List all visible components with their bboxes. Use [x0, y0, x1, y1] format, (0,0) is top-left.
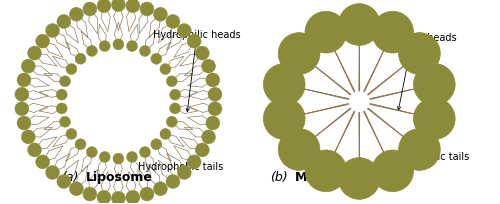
Circle shape: [22, 60, 35, 74]
Circle shape: [57, 175, 71, 188]
Circle shape: [126, 41, 138, 52]
Circle shape: [154, 182, 168, 196]
Circle shape: [70, 182, 84, 196]
Circle shape: [17, 74, 31, 88]
Circle shape: [170, 103, 180, 114]
Circle shape: [160, 64, 171, 75]
Circle shape: [60, 117, 70, 128]
Circle shape: [338, 5, 380, 46]
Circle shape: [151, 54, 162, 65]
Circle shape: [46, 24, 60, 38]
Circle shape: [398, 129, 440, 171]
Circle shape: [75, 139, 86, 150]
Circle shape: [208, 102, 222, 116]
Text: Hydrophobic tails: Hydrophobic tails: [384, 126, 470, 161]
Circle shape: [206, 116, 220, 130]
Circle shape: [187, 155, 201, 169]
Circle shape: [178, 166, 191, 180]
Circle shape: [166, 16, 180, 29]
Text: Micelle: Micelle: [294, 170, 344, 183]
Circle shape: [187, 35, 201, 49]
Circle shape: [278, 129, 320, 171]
Circle shape: [398, 33, 440, 75]
Circle shape: [46, 166, 60, 180]
Circle shape: [126, 190, 140, 204]
Circle shape: [170, 90, 180, 101]
Circle shape: [15, 102, 29, 116]
Circle shape: [28, 143, 42, 157]
Circle shape: [126, 0, 140, 14]
Circle shape: [414, 64, 455, 106]
Circle shape: [15, 88, 29, 102]
Circle shape: [140, 3, 154, 17]
Circle shape: [126, 152, 138, 163]
Circle shape: [112, 0, 126, 13]
Circle shape: [264, 98, 305, 140]
Circle shape: [202, 130, 215, 144]
Circle shape: [166, 175, 180, 188]
Circle shape: [372, 150, 414, 192]
Circle shape: [202, 60, 215, 74]
Circle shape: [166, 76, 177, 87]
Circle shape: [414, 98, 455, 140]
Circle shape: [206, 74, 220, 88]
Text: Hydrophilic heads: Hydrophilic heads: [369, 33, 457, 110]
Circle shape: [83, 3, 97, 17]
Text: (b): (b): [270, 170, 287, 183]
Circle shape: [208, 88, 222, 102]
Circle shape: [70, 8, 84, 22]
Circle shape: [264, 64, 305, 106]
Text: Hydrophilic heads: Hydrophilic heads: [153, 30, 241, 112]
Circle shape: [113, 153, 124, 164]
Circle shape: [97, 0, 111, 14]
Circle shape: [196, 47, 209, 61]
Circle shape: [305, 12, 346, 54]
Circle shape: [196, 143, 209, 157]
Text: Hydrophobic tails: Hydrophobic tails: [138, 161, 224, 175]
Circle shape: [100, 41, 110, 52]
Text: Liposome: Liposome: [86, 170, 153, 183]
Circle shape: [154, 8, 168, 22]
Circle shape: [140, 46, 150, 57]
Circle shape: [22, 130, 35, 144]
Circle shape: [28, 47, 42, 61]
Circle shape: [86, 147, 98, 158]
Circle shape: [86, 46, 98, 57]
Circle shape: [338, 158, 380, 199]
Circle shape: [60, 76, 70, 87]
Circle shape: [112, 191, 126, 204]
Circle shape: [36, 155, 50, 169]
Circle shape: [140, 147, 150, 158]
Circle shape: [151, 139, 162, 150]
Circle shape: [113, 40, 124, 51]
Circle shape: [166, 117, 177, 128]
Text: (a): (a): [62, 170, 78, 183]
Circle shape: [66, 64, 77, 75]
Circle shape: [57, 16, 71, 29]
Circle shape: [178, 24, 191, 38]
Circle shape: [56, 103, 67, 114]
Circle shape: [17, 116, 31, 130]
Circle shape: [305, 150, 346, 192]
Circle shape: [160, 129, 171, 140]
Circle shape: [66, 129, 77, 140]
Circle shape: [36, 35, 50, 49]
Circle shape: [140, 187, 154, 201]
Circle shape: [83, 187, 97, 201]
Circle shape: [75, 54, 86, 65]
Circle shape: [56, 90, 67, 101]
Circle shape: [372, 12, 414, 54]
Circle shape: [100, 152, 110, 163]
Circle shape: [97, 190, 111, 204]
Circle shape: [278, 33, 320, 75]
